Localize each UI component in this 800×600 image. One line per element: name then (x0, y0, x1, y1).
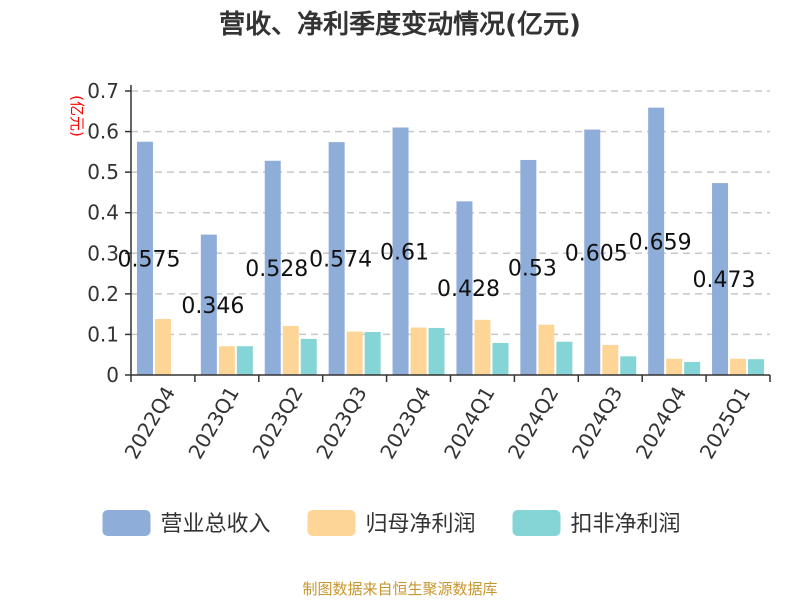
data-label: 0.61 (380, 240, 429, 265)
legend-label: 归母净利润 (366, 512, 476, 537)
bar (236, 346, 253, 375)
bar (602, 344, 619, 375)
legend: 营业总收入 归母净利润 扣非净利润 (102, 510, 681, 537)
legend-swatch (512, 510, 561, 536)
y-tick-label: 0.1 (87, 322, 119, 346)
bar (264, 160, 281, 375)
bar (684, 362, 701, 375)
y-axis-label: (亿元) (68, 95, 86, 137)
x-tick-label: 2024Q3 (567, 382, 627, 463)
bar (666, 358, 683, 375)
bar (218, 346, 235, 375)
bar (456, 201, 473, 375)
data-label: 0.575 (117, 247, 180, 272)
bar (346, 331, 363, 375)
bar (538, 324, 555, 375)
bar (730, 358, 747, 375)
x-tick-label: 2023Q2 (247, 382, 307, 463)
bar (200, 234, 217, 375)
y-tick-label: 0.6 (87, 120, 119, 144)
legend-label: 扣非净利润 (571, 512, 681, 537)
bar (428, 327, 445, 375)
data-label: 0.659 (629, 230, 692, 255)
y-tick-label: 0.4 (87, 201, 119, 225)
data-label: 0.574 (309, 248, 372, 273)
bar (520, 159, 537, 375)
axes: 0 0.1 0.2 0.3 0.4 0.5 0.6 0.7 2022Q4 2023Q1 2023Q2… (87, 79, 771, 463)
x-tick-label: 2022Q4 (120, 382, 180, 463)
data-label: 0.473 (693, 268, 756, 293)
source-note: 制图数据来自恒生聚源数据库 (302, 580, 497, 598)
y-tick-label: 0.7 (87, 79, 119, 103)
data-label: 0.528 (245, 257, 308, 282)
bar (648, 107, 665, 376)
x-tick-label: 2023Q3 (311, 382, 371, 463)
bar (474, 319, 491, 375)
legend-swatch (102, 510, 151, 536)
bar (620, 356, 637, 375)
y-tick-label: 0 (106, 363, 119, 387)
data-label: 0.53 (508, 256, 557, 281)
bar (154, 319, 171, 375)
x-tick-label: 2024Q4 (631, 382, 691, 463)
x-tick-label: 2024Q2 (503, 382, 563, 463)
bar (300, 338, 317, 375)
bar (328, 142, 345, 375)
data-label: 0.346 (181, 294, 244, 319)
x-tick-label: 2024Q1 (439, 382, 499, 463)
x-tick-label: 2023Q4 (375, 382, 435, 463)
data-label: 0.605 (565, 241, 628, 266)
bar (748, 359, 765, 375)
bar (492, 342, 509, 375)
bar (392, 127, 409, 375)
bar (584, 129, 601, 375)
data-label: 0.428 (437, 277, 500, 302)
bar (410, 327, 427, 375)
y-tick-label: 0.3 (87, 241, 119, 265)
bars (136, 107, 765, 376)
y-tick-label: 0.5 (87, 160, 119, 184)
bar (712, 183, 729, 375)
y-tick-label: 0.2 (87, 282, 119, 306)
x-tick-label: 2023Q1 (183, 382, 243, 463)
bar (556, 341, 573, 375)
chart-title: 营收、净利季度变动情况(亿元) (219, 9, 581, 40)
bar (136, 141, 153, 375)
legend-label: 营业总收入 (161, 512, 271, 537)
bar (282, 325, 299, 375)
x-tick-label: 2025Q1 (695, 382, 755, 463)
legend-swatch (307, 510, 356, 536)
bar (364, 331, 381, 375)
